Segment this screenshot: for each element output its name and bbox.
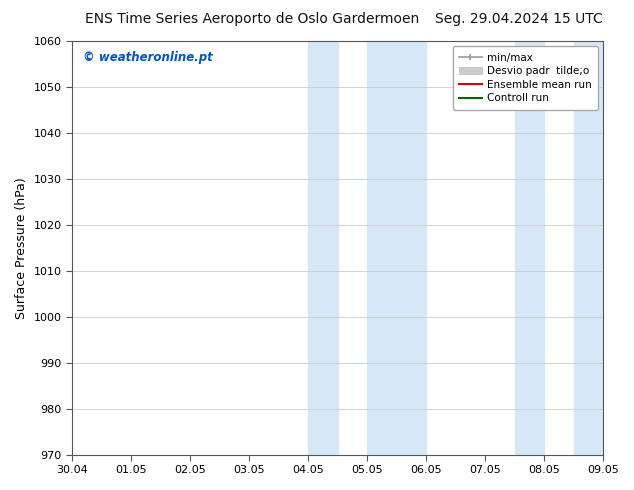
Text: © weatheronline.pt: © weatheronline.pt: [82, 51, 212, 64]
Bar: [574, 41, 603, 455]
Bar: [308, 41, 338, 455]
Bar: [367, 41, 426, 455]
Bar: [515, 41, 544, 455]
Text: ENS Time Series Aeroporto de Oslo Gardermoen: ENS Time Series Aeroporto de Oslo Garder…: [85, 12, 419, 26]
Text: Seg. 29.04.2024 15 UTC: Seg. 29.04.2024 15 UTC: [436, 12, 603, 26]
Y-axis label: Surface Pressure (hPa): Surface Pressure (hPa): [15, 177, 28, 318]
Legend: min/max, Desvio padr  tilde;o, Ensemble mean run, Controll run: min/max, Desvio padr tilde;o, Ensemble m…: [453, 46, 598, 110]
